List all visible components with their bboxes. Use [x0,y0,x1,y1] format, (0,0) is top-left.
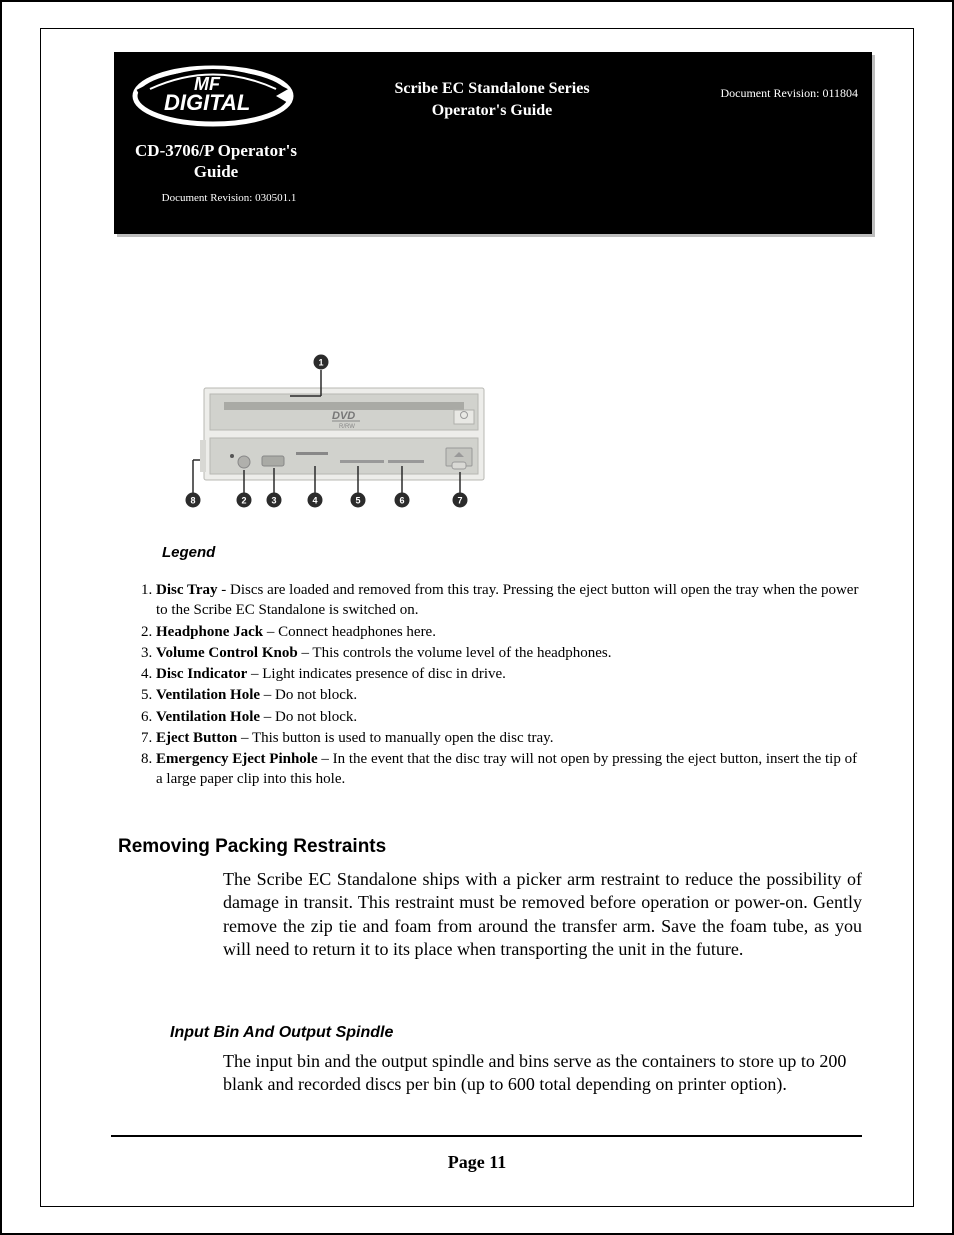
page: MF DIGITAL CD-3706/P Operator's Guide Do… [0,0,954,1235]
page-number: Page 11 [2,1152,952,1173]
header-center-line1: Scribe EC Standalone Series [394,80,589,97]
legend-term: Ventilation Hole [156,687,260,703]
drive-diagram: DVD R/RW [184,352,504,512]
legend-item-3: Volume Control Knob – This controls the … [156,643,862,663]
callout-2: 2 [237,493,252,508]
header-block: MF DIGITAL CD-3706/P Operator's Guide Do… [114,52,872,234]
legend-desc: – This controls the volume level of the … [298,645,612,661]
header-right-revision: Document Revision: 011804 [720,86,858,101]
header-left-revision: Document Revision: 030501.1 [144,192,314,204]
legend-item-6: Ventilation Hole – Do not block. [156,707,862,727]
callout-6: 6 [395,493,410,508]
header-center-title: Scribe EC Standalone Series Operator's G… [372,78,612,121]
header-center-line2: Operator's Guide [432,102,552,119]
legend-desc: – This button is used to manually open t… [237,730,553,746]
legend-list: Disc Tray - Discs are loaded and removed… [134,580,862,791]
legend-term: Disc Tray [156,582,218,598]
legend-term: Disc Indicator [156,666,247,682]
legend-term: Eject Button [156,730,237,746]
callout-3: 3 [267,493,282,508]
svg-text:2: 2 [241,496,246,506]
callout-8: 8 [186,493,201,508]
legend-desc: – Do not block. [260,709,357,725]
callout-5: 5 [351,493,366,508]
svg-text:5: 5 [355,496,360,506]
legend-item-1: Disc Tray - Discs are loaded and removed… [156,580,862,621]
legend-term: Emergency Eject Pinhole [156,751,318,767]
dvd-sub-label: R/RW [339,424,355,430]
callout-1: 1 [314,355,329,370]
legend-desc: – Light indicates presence of disc in dr… [247,666,506,682]
callout-7: 7 [453,493,468,508]
section-removing-body: The Scribe EC Standalone ships with a pi… [223,868,862,962]
svg-text:8: 8 [190,496,195,506]
svg-text:1: 1 [318,358,323,368]
legend-desc: - Discs are loaded and removed from this… [156,582,858,618]
legend-term: Volume Control Knob [156,645,298,661]
legend-item-8: Emergency Eject Pinhole – In the event t… [156,749,862,790]
legend-term: Headphone Jack [156,624,263,640]
callout-4: 4 [308,493,323,508]
legend-term: Ventilation Hole [156,709,260,725]
legend-desc: – Connect headphones here. [263,624,436,640]
svg-text:4: 4 [312,496,317,506]
legend-item-4: Disc Indicator – Light indicates presenc… [156,664,862,684]
dvd-label: DVD [332,410,355,422]
logo: MF DIGITAL [122,60,304,132]
legend-item-5: Ventilation Hole – Do not block. [156,685,862,705]
svg-text:3: 3 [271,496,276,506]
legend-item-2: Headphone Jack – Connect headphones here… [156,622,862,642]
legend-desc: – Do not block. [260,687,357,703]
svg-text:7: 7 [457,496,462,506]
header-left-title: CD-3706/P Operator's Guide [122,140,310,183]
footer-rule [111,1135,862,1137]
svg-text:6: 6 [399,496,404,506]
logo-digital: DIGITAL [164,90,250,115]
section-inputbin-heading: Input Bin And Output Spindle [170,1024,393,1042]
section-removing-heading: Removing Packing Restraints [118,836,386,858]
legend-heading: Legend [162,544,215,561]
legend-item-7: Eject Button – This button is used to ma… [156,728,862,748]
section-inputbin-body: The input bin and the output spindle and… [223,1050,862,1097]
